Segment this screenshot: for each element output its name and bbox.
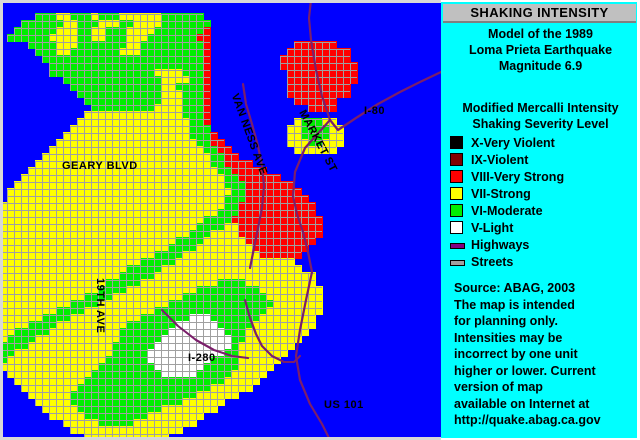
legend-item: IX-Violent xyxy=(450,151,640,168)
legend-item-label: X-Very Violent xyxy=(471,135,555,150)
panel-title: SHAKING INTENSITY xyxy=(470,5,609,20)
legend-item: VI-Moderate xyxy=(450,202,640,219)
legend-item: VIII-Very Strong xyxy=(450,168,640,185)
legend-item-label: VI-Moderate xyxy=(471,203,543,218)
legend-item-label: V-Light xyxy=(471,220,514,235)
legend: Modified Mercalli Intensity Shaking Seve… xyxy=(441,100,640,270)
source-note-line: version of map xyxy=(454,380,543,394)
legend-item-label: VII-Strong xyxy=(471,186,531,201)
source-note-line: http://quake.abag.ca.gov xyxy=(454,413,601,427)
source-note-line: The map is intended xyxy=(454,297,575,312)
map-legend-panel: SHAKING INTENSITY Model of the 1989 Loma… xyxy=(441,0,640,440)
legend-item-label: Highways xyxy=(471,237,530,252)
legend-heading-1: Modified Mercalli Intensity xyxy=(462,101,619,115)
map-raster-layer xyxy=(0,0,441,440)
legend-color-swatch xyxy=(450,204,463,217)
legend-color-swatch xyxy=(450,221,463,234)
legend-line-swatch xyxy=(450,238,465,251)
source-note: Source: ABAG, 2003 The map is intended for… xyxy=(441,280,640,429)
source-note-line: Source: ABAG, 2003 xyxy=(454,281,576,295)
header-line-2: Loma Prieta Earthquake xyxy=(468,43,613,57)
legend-color-swatch xyxy=(450,187,463,200)
legend-item: Highways xyxy=(450,236,640,253)
source-note-line: incorrect by one unit xyxy=(454,347,578,361)
legend-color-swatch xyxy=(450,170,463,183)
legend-color-swatch xyxy=(450,153,463,166)
shaking-intensity-map[interactable]: GEARY BLVD VAN NESS AVE MARKET ST 19TH AVE I… xyxy=(0,0,441,440)
legend-item-label: IX-Violent xyxy=(471,152,529,167)
source-note-line: Intensities may be xyxy=(454,330,563,345)
legend-color-swatch xyxy=(450,136,463,149)
legend-heading-2: Shaking Severity Level xyxy=(472,117,609,131)
legend-item-label: Streets xyxy=(471,254,514,269)
legend-item: VII-Strong xyxy=(450,185,640,202)
map-header: Model of the 1989 Loma Prieta Earthquake… xyxy=(441,26,640,74)
legend-item: X-Very Violent xyxy=(450,134,640,151)
legend-item: Streets xyxy=(450,253,640,270)
legend-line-swatch xyxy=(450,255,465,268)
source-note-line: higher or lower. Current xyxy=(454,363,596,378)
source-note-line: available on Internet at xyxy=(454,396,590,411)
source-note-line: for planning only. xyxy=(454,314,558,328)
panel-title-bar: SHAKING INTENSITY xyxy=(443,4,636,23)
header-line-1: Model of the 1989 xyxy=(488,27,593,41)
legend-item: V-Light xyxy=(450,219,640,236)
legend-item-list: X-Very Violent IX-Violent VIII-Very Strong… xyxy=(441,134,640,270)
legend-item-label: VIII-Very Strong xyxy=(471,169,565,184)
header-line-3: Magnitude 6.9 xyxy=(498,59,583,73)
